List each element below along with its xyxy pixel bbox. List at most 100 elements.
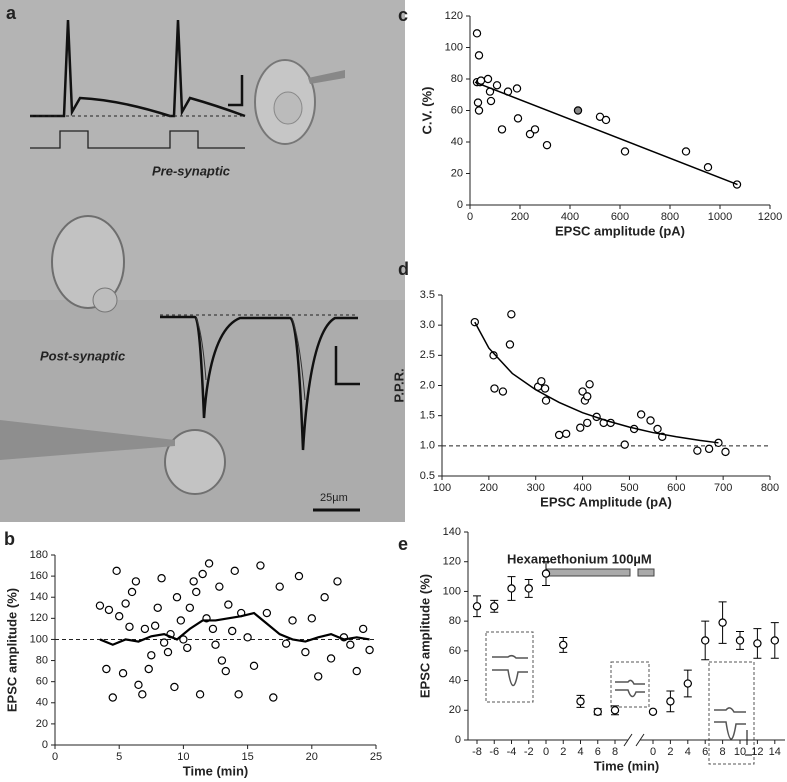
data-point — [497, 125, 507, 134]
data-point — [288, 616, 297, 625]
x-tick-label: -6 — [489, 746, 499, 758]
data-point — [153, 603, 162, 612]
y-tick-label: 120 — [30, 612, 48, 624]
y-tick-label: 2.0 — [420, 379, 435, 391]
line — [99, 611, 370, 646]
data-point — [234, 690, 243, 699]
data-point — [102, 664, 111, 674]
data-point — [179, 635, 188, 644]
y-axis-label: EPSC amplitude (%) — [417, 574, 432, 698]
panel-label: a — [6, 3, 17, 23]
x-tick-label: 20 — [306, 751, 318, 763]
data-point — [703, 162, 713, 172]
data-point — [314, 672, 323, 681]
data-point — [95, 601, 105, 610]
x-tick-label: 5 — [116, 751, 122, 763]
data-point — [333, 577, 342, 586]
x-tick-label: 100 — [433, 482, 451, 494]
line — [474, 321, 719, 444]
x-tick-label: 800 — [661, 211, 679, 223]
data-point — [183, 643, 192, 653]
y-tick-label: 100 — [445, 41, 463, 53]
data-point — [217, 656, 227, 665]
data-point — [507, 310, 516, 319]
data-point — [683, 679, 693, 688]
x-tick-label: 400 — [561, 211, 579, 223]
data-point — [474, 51, 484, 60]
x-axis-label: Time (min) — [594, 758, 660, 773]
data-point — [490, 602, 499, 611]
data-point — [576, 423, 585, 432]
data-point — [281, 639, 291, 648]
y-tick-label: 0.5 — [420, 470, 435, 482]
data-point — [735, 636, 745, 645]
x-tick-label: 800 — [761, 482, 779, 494]
y-tick-label: 100 — [443, 585, 461, 597]
x-tick-label: 1000 — [708, 211, 732, 223]
x-tick-label: 200 — [480, 482, 498, 494]
x-axis-label: Time (min) — [183, 763, 249, 778]
data-point — [147, 651, 156, 660]
x-tick-label: 2 — [560, 746, 566, 758]
data-point — [704, 444, 714, 454]
data-point — [275, 582, 284, 591]
data-point — [230, 566, 239, 576]
data-point — [524, 584, 533, 593]
x-tick-label: 1200 — [758, 211, 782, 223]
data-point — [593, 707, 602, 716]
x-tick-label: 700 — [714, 482, 732, 494]
data-point — [269, 693, 278, 702]
data-point — [601, 115, 611, 125]
data-point — [512, 84, 522, 93]
y-tick-label: 2.5 — [420, 349, 435, 361]
x-tick-label: 25 — [370, 751, 382, 763]
x-tick-label: 4 — [685, 746, 691, 758]
y-axis-label: EPSC amplitude (%) — [4, 588, 19, 712]
panel-label: c — [398, 5, 408, 25]
axis-break — [623, 733, 645, 747]
y-axis-label: P.P.R. — [391, 368, 406, 402]
data-point — [525, 129, 535, 139]
data-point — [472, 602, 482, 611]
y-tick-label: 140 — [443, 526, 461, 538]
data-point — [620, 147, 630, 156]
data-point — [753, 639, 762, 648]
x-tick-label: 0 — [543, 746, 549, 758]
data-point — [620, 440, 629, 449]
data-point — [648, 707, 658, 716]
x-tick-label: 4 — [577, 746, 583, 758]
data-point — [134, 680, 143, 690]
data-point — [262, 608, 272, 618]
data-point — [301, 647, 310, 657]
y-tick-label: 40 — [451, 136, 463, 148]
x-tick-label: 15 — [241, 751, 253, 763]
data-point — [585, 380, 594, 389]
y-tick-label: 100 — [30, 633, 48, 645]
y-tick-label: 140 — [30, 591, 48, 603]
data-point — [195, 690, 205, 699]
y-tick-label: 40 — [449, 674, 461, 686]
data-point — [159, 638, 169, 647]
x-tick-label: 2 — [667, 746, 673, 758]
data-point — [150, 621, 160, 630]
y-tick-label: 0 — [42, 739, 48, 751]
data-point — [211, 640, 220, 649]
x-tick-label: -8 — [472, 746, 482, 758]
data-point — [224, 600, 233, 609]
data-point — [718, 618, 727, 627]
x-tick-label: 0 — [467, 211, 473, 223]
x-axis-label: EPSC Amplitude (pA) — [540, 494, 672, 509]
x-tick-label: 0 — [52, 751, 58, 763]
y-tick-label: 160 — [30, 570, 48, 582]
data-point — [583, 418, 592, 428]
data-point — [221, 666, 230, 676]
x-tick-label: 10 — [734, 746, 746, 758]
data-point — [185, 603, 195, 612]
data-point — [505, 340, 515, 349]
x-tick-label: -4 — [507, 746, 517, 758]
x-tick-label: 600 — [667, 482, 685, 494]
data-point — [489, 351, 498, 360]
data-point — [666, 697, 675, 706]
y-tick-label: 3.5 — [420, 289, 435, 301]
